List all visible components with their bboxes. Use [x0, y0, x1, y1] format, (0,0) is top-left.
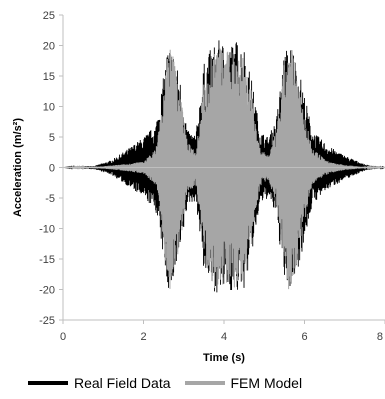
x-tick-label: 2 — [140, 331, 146, 343]
legend-swatch-fem-model — [184, 381, 225, 385]
series-layer — [62, 40, 385, 293]
x-tick-label: 4 — [221, 331, 227, 343]
legend-item-fem-model: FEM Model — [184, 375, 303, 391]
x-axis-ticks: 0 2 4 6 8 — [60, 320, 385, 343]
legend-label-real-field-data: Real Field Data — [74, 375, 171, 391]
y-tick-label: 20 — [43, 41, 55, 53]
y-tick-label: -20 — [39, 285, 55, 297]
y-axis-ticks: -25 -20 -15 -10 -5 0 5 10 15 20 25 — [39, 10, 63, 327]
legend-item-real-field-data: Real Field Data — [28, 375, 171, 391]
y-tick-label: -25 — [39, 315, 55, 327]
y-tick-label: 25 — [43, 10, 55, 22]
y-tick-label: 15 — [43, 71, 55, 83]
y-tick-label: -15 — [39, 254, 55, 266]
x-tick-label: 8 — [377, 331, 383, 343]
series-fem-model — [63, 48, 385, 290]
y-tick-label: 10 — [43, 102, 55, 114]
legend: Real Field Data FEM Model — [28, 375, 316, 391]
y-tick-label: 5 — [49, 132, 55, 144]
x-axis-title: Time (s) — [203, 352, 245, 364]
x-tick-label: 6 — [301, 331, 307, 343]
legend-label-fem-model: FEM Model — [230, 375, 303, 391]
y-tick-label: -10 — [39, 224, 55, 236]
legend-swatch-real-field-data — [28, 381, 68, 385]
x-tick-label: 0 — [60, 331, 66, 343]
y-tick-label: -5 — [45, 193, 55, 205]
y-axis-title: Acceleration (m/s²) — [12, 118, 24, 217]
y-tick-label: 0 — [49, 163, 55, 175]
